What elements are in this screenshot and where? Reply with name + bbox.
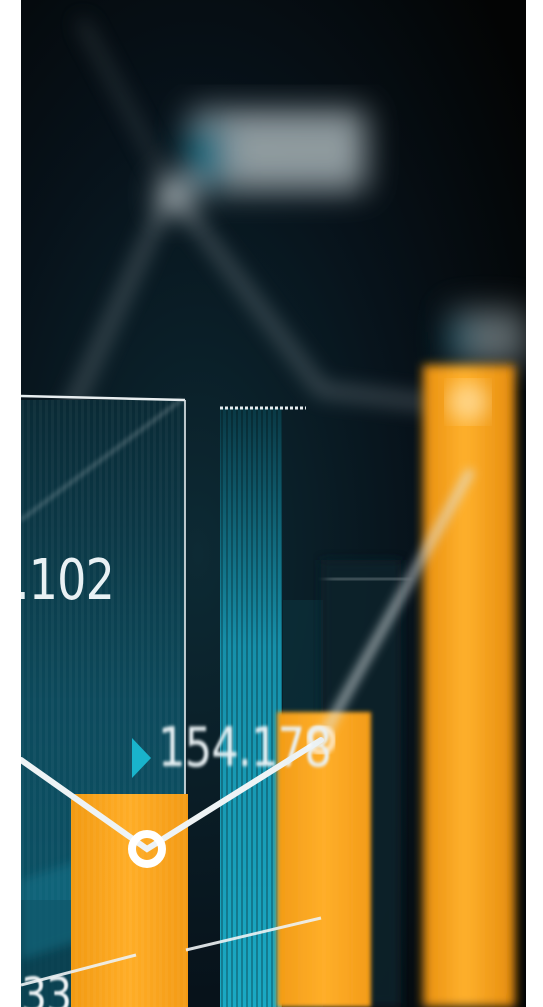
- value-label-154: 154.178: [158, 716, 332, 779]
- trend-line: [21, 398, 475, 853]
- lower-line-right: [185, 916, 322, 952]
- lower-line-left: [21, 953, 137, 987]
- value-label-102: .102: [21, 548, 115, 613]
- value-marker-icon: [132, 738, 151, 778]
- panel-top-line: [21, 394, 186, 402]
- chart-background-photo: .102 154.178 33: [21, 0, 526, 1007]
- value-label-33: 33: [21, 968, 72, 1007]
- trend-point-far: [448, 382, 488, 422]
- blurred-top-stripes: [226, 110, 356, 200]
- trend-point: [128, 830, 166, 868]
- abstract-chart-graphic: [21, 0, 526, 1007]
- blurred-top-lines: [21, 18, 492, 523]
- orange-bar-tall: [423, 365, 515, 1007]
- trend-point-blurred: [306, 725, 336, 755]
- orange-bar-front: [71, 794, 188, 1007]
